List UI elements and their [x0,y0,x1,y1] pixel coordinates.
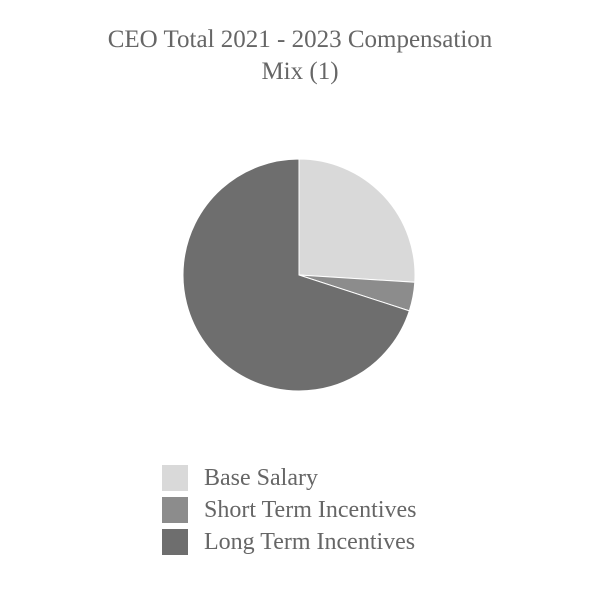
chart-title-line-1: CEO Total 2021 - 2023 Compensation [107,26,493,53]
legend-label-base-salary: Base Salary [204,465,318,491]
legend-swatch-short-term-incentives [162,497,188,523]
legend-item-base-salary: Base Salary [162,462,417,494]
chart-title: CEO Total 2021 - 2023 Compensation Mix (… [0,24,600,88]
pie-slice-long-term-incentives [182,158,410,392]
legend-label-long-term-incentives: Long Term Incentives [204,529,416,555]
pie-slice-base-salary [298,158,416,283]
chart-legend: Base Salary Short Term Incentives Long Ter… [162,462,417,558]
legend-swatch-long-term-incentives [162,529,188,555]
legend-item-short-term-incentives: Short Term Incentives [162,494,417,526]
chart-title-line-2: Mix (1) [261,58,339,85]
legend-item-long-term-incentives: Long Term Incentives [162,526,417,558]
legend-swatch-base-salary [162,465,188,491]
legend-label-short-term-incentives: Short Term Incentives [204,497,417,523]
